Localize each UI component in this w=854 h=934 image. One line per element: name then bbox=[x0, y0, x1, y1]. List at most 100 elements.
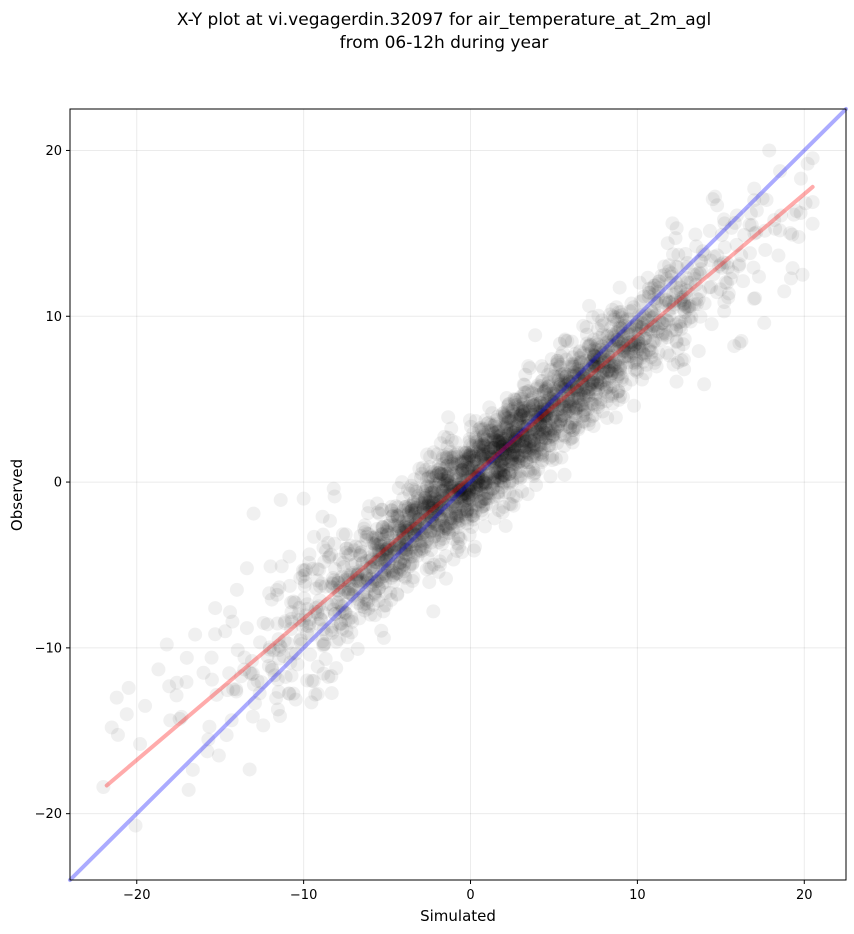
scatter-point bbox=[313, 579, 328, 594]
scatter-point bbox=[476, 443, 491, 458]
scatter-point bbox=[452, 482, 467, 497]
scatter-point bbox=[545, 410, 560, 425]
scatter-point bbox=[450, 484, 465, 499]
scatter-point bbox=[333, 616, 348, 631]
scatter-point bbox=[397, 519, 412, 534]
scatter-point bbox=[571, 368, 586, 383]
scatter-point bbox=[301, 619, 316, 634]
scatter-point bbox=[530, 378, 545, 393]
scatter-point bbox=[492, 437, 507, 452]
scatter-point bbox=[592, 330, 607, 345]
scatter-point bbox=[505, 434, 520, 449]
scatter-point bbox=[553, 412, 568, 427]
scatter-point bbox=[422, 503, 437, 518]
scatter-point bbox=[615, 338, 630, 353]
scatter-point bbox=[443, 478, 458, 493]
scatter-point bbox=[590, 377, 605, 392]
scatter-point bbox=[567, 359, 582, 374]
scatter-point bbox=[200, 744, 215, 759]
scatter-point bbox=[568, 399, 583, 414]
scatter-point bbox=[463, 507, 478, 522]
scatter-point bbox=[757, 315, 772, 330]
scatter-point bbox=[363, 607, 378, 622]
scatter-point bbox=[374, 539, 389, 554]
scatter-point bbox=[624, 338, 639, 353]
scatter-point bbox=[392, 560, 407, 575]
scatter-point bbox=[594, 318, 609, 333]
scatter-point bbox=[318, 651, 333, 666]
scatter-point bbox=[486, 441, 501, 456]
scatter-point bbox=[457, 493, 472, 508]
scatter-point bbox=[605, 386, 620, 401]
scatter-point bbox=[488, 445, 503, 460]
scatter-point bbox=[405, 520, 420, 535]
scatter-point bbox=[597, 373, 612, 388]
scatter-point bbox=[503, 466, 518, 481]
scatter-point bbox=[601, 371, 616, 386]
scatter-point bbox=[565, 393, 580, 408]
scatter-point bbox=[576, 318, 591, 333]
scatter-point bbox=[616, 337, 631, 352]
scatter-point bbox=[503, 422, 518, 437]
scatter-point bbox=[427, 480, 442, 495]
scatter-point bbox=[461, 462, 476, 477]
scatter-point bbox=[529, 396, 544, 411]
scatter-point bbox=[528, 328, 543, 343]
scatter-point bbox=[423, 523, 438, 538]
scatter-point bbox=[688, 277, 703, 292]
scatter-point bbox=[647, 287, 662, 302]
scatter-point bbox=[517, 417, 532, 432]
scatter-point bbox=[523, 423, 538, 438]
scatter-point bbox=[749, 203, 764, 218]
scatter-point bbox=[465, 491, 480, 506]
scatter-point bbox=[460, 464, 475, 479]
scatter-point bbox=[561, 380, 576, 395]
scatter-point bbox=[359, 596, 374, 611]
scatter-point bbox=[430, 494, 445, 509]
scatter-point bbox=[389, 565, 404, 580]
scatter-point bbox=[410, 491, 425, 506]
scatter-point bbox=[593, 392, 608, 407]
scatter-point bbox=[558, 400, 573, 415]
scatter-point bbox=[595, 404, 610, 419]
scatter-point bbox=[591, 322, 606, 337]
scatter-point bbox=[405, 557, 420, 572]
scatter-point bbox=[717, 295, 732, 310]
x-tick-label: 10 bbox=[629, 888, 646, 903]
scatter-point bbox=[626, 300, 641, 315]
scatter-point bbox=[635, 339, 650, 354]
scatter-point bbox=[447, 477, 462, 492]
scatter-point bbox=[299, 618, 314, 633]
scatter-point bbox=[418, 490, 433, 505]
scatter-point bbox=[462, 484, 477, 499]
x-tick-label: 20 bbox=[796, 888, 813, 903]
scatter-point bbox=[459, 471, 474, 486]
scatter-point bbox=[419, 484, 434, 499]
scatter-point bbox=[353, 528, 368, 543]
scatter-point bbox=[476, 440, 491, 455]
scatter-point bbox=[417, 496, 432, 511]
scatter-point bbox=[507, 447, 522, 462]
scatter-point bbox=[499, 421, 514, 436]
scatter-point bbox=[596, 363, 611, 378]
scatter-point bbox=[492, 434, 507, 449]
scatter-point bbox=[357, 525, 372, 540]
scatter-point bbox=[382, 554, 397, 569]
scatter-point bbox=[657, 317, 672, 332]
scatter-point bbox=[384, 503, 399, 518]
scatter-point bbox=[370, 555, 385, 570]
scatter-point bbox=[545, 448, 560, 463]
scatter-point bbox=[558, 406, 573, 421]
scatter-point bbox=[577, 414, 592, 429]
scatter-point bbox=[627, 398, 642, 413]
scatter-point bbox=[390, 511, 405, 526]
scatter-point bbox=[437, 476, 452, 491]
scatter-point bbox=[312, 593, 327, 608]
scatter-point bbox=[506, 404, 521, 419]
scatter-point bbox=[771, 248, 786, 263]
scatter-point bbox=[350, 567, 365, 582]
scatter-point bbox=[590, 356, 605, 371]
scatter-point bbox=[515, 404, 530, 419]
scatter-point bbox=[647, 355, 662, 370]
scatter-point bbox=[444, 511, 459, 526]
